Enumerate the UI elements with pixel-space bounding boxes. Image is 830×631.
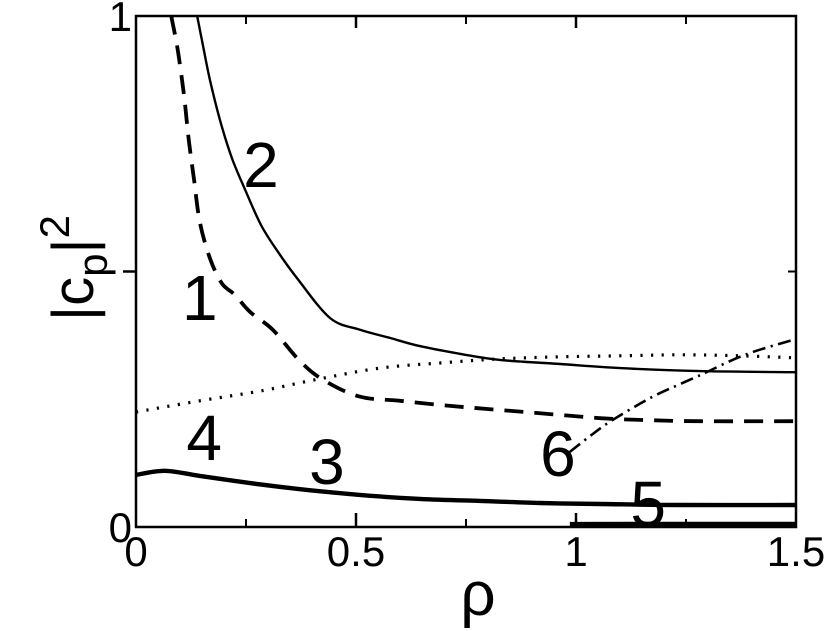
curve-label-3: 3 <box>309 426 345 498</box>
curve-1 <box>169 16 796 424</box>
axis-ticks <box>123 16 796 527</box>
y-axis-title: |cp|2 <box>31 215 116 321</box>
y-axis-title-subscript: p <box>69 254 116 277</box>
y-tick-label: 0 <box>109 504 132 551</box>
x-tick-label: 0 <box>124 528 147 575</box>
curve-6 <box>569 337 796 453</box>
x-tick-label: 1 <box>564 528 587 575</box>
x-tick-label: 1.5 <box>767 528 825 575</box>
y-axis-title-base: |c <box>41 277 106 321</box>
curve-3 <box>136 468 796 508</box>
x-axis-title: ρ <box>460 560 495 629</box>
y-axis-title-bar: | <box>41 238 106 253</box>
curve-label-1: 1 <box>182 262 218 334</box>
y-axis-title-superscript: 2 <box>31 215 78 238</box>
curve-label-6: 6 <box>540 418 576 490</box>
plot-frame <box>134 14 798 529</box>
curve-label-2: 2 <box>243 129 279 201</box>
x-tick-label: 0.5 <box>327 528 385 575</box>
y-tick-label: 1 <box>109 0 132 40</box>
curve-label-5: 5 <box>630 468 666 540</box>
curves-group <box>136 16 796 527</box>
curve-2 <box>195 16 796 374</box>
tick-labels-group: 0 0.5 1 1.5 0 1 <box>109 0 826 575</box>
curve-4 <box>136 353 796 414</box>
curve-label-4: 4 <box>186 402 222 474</box>
